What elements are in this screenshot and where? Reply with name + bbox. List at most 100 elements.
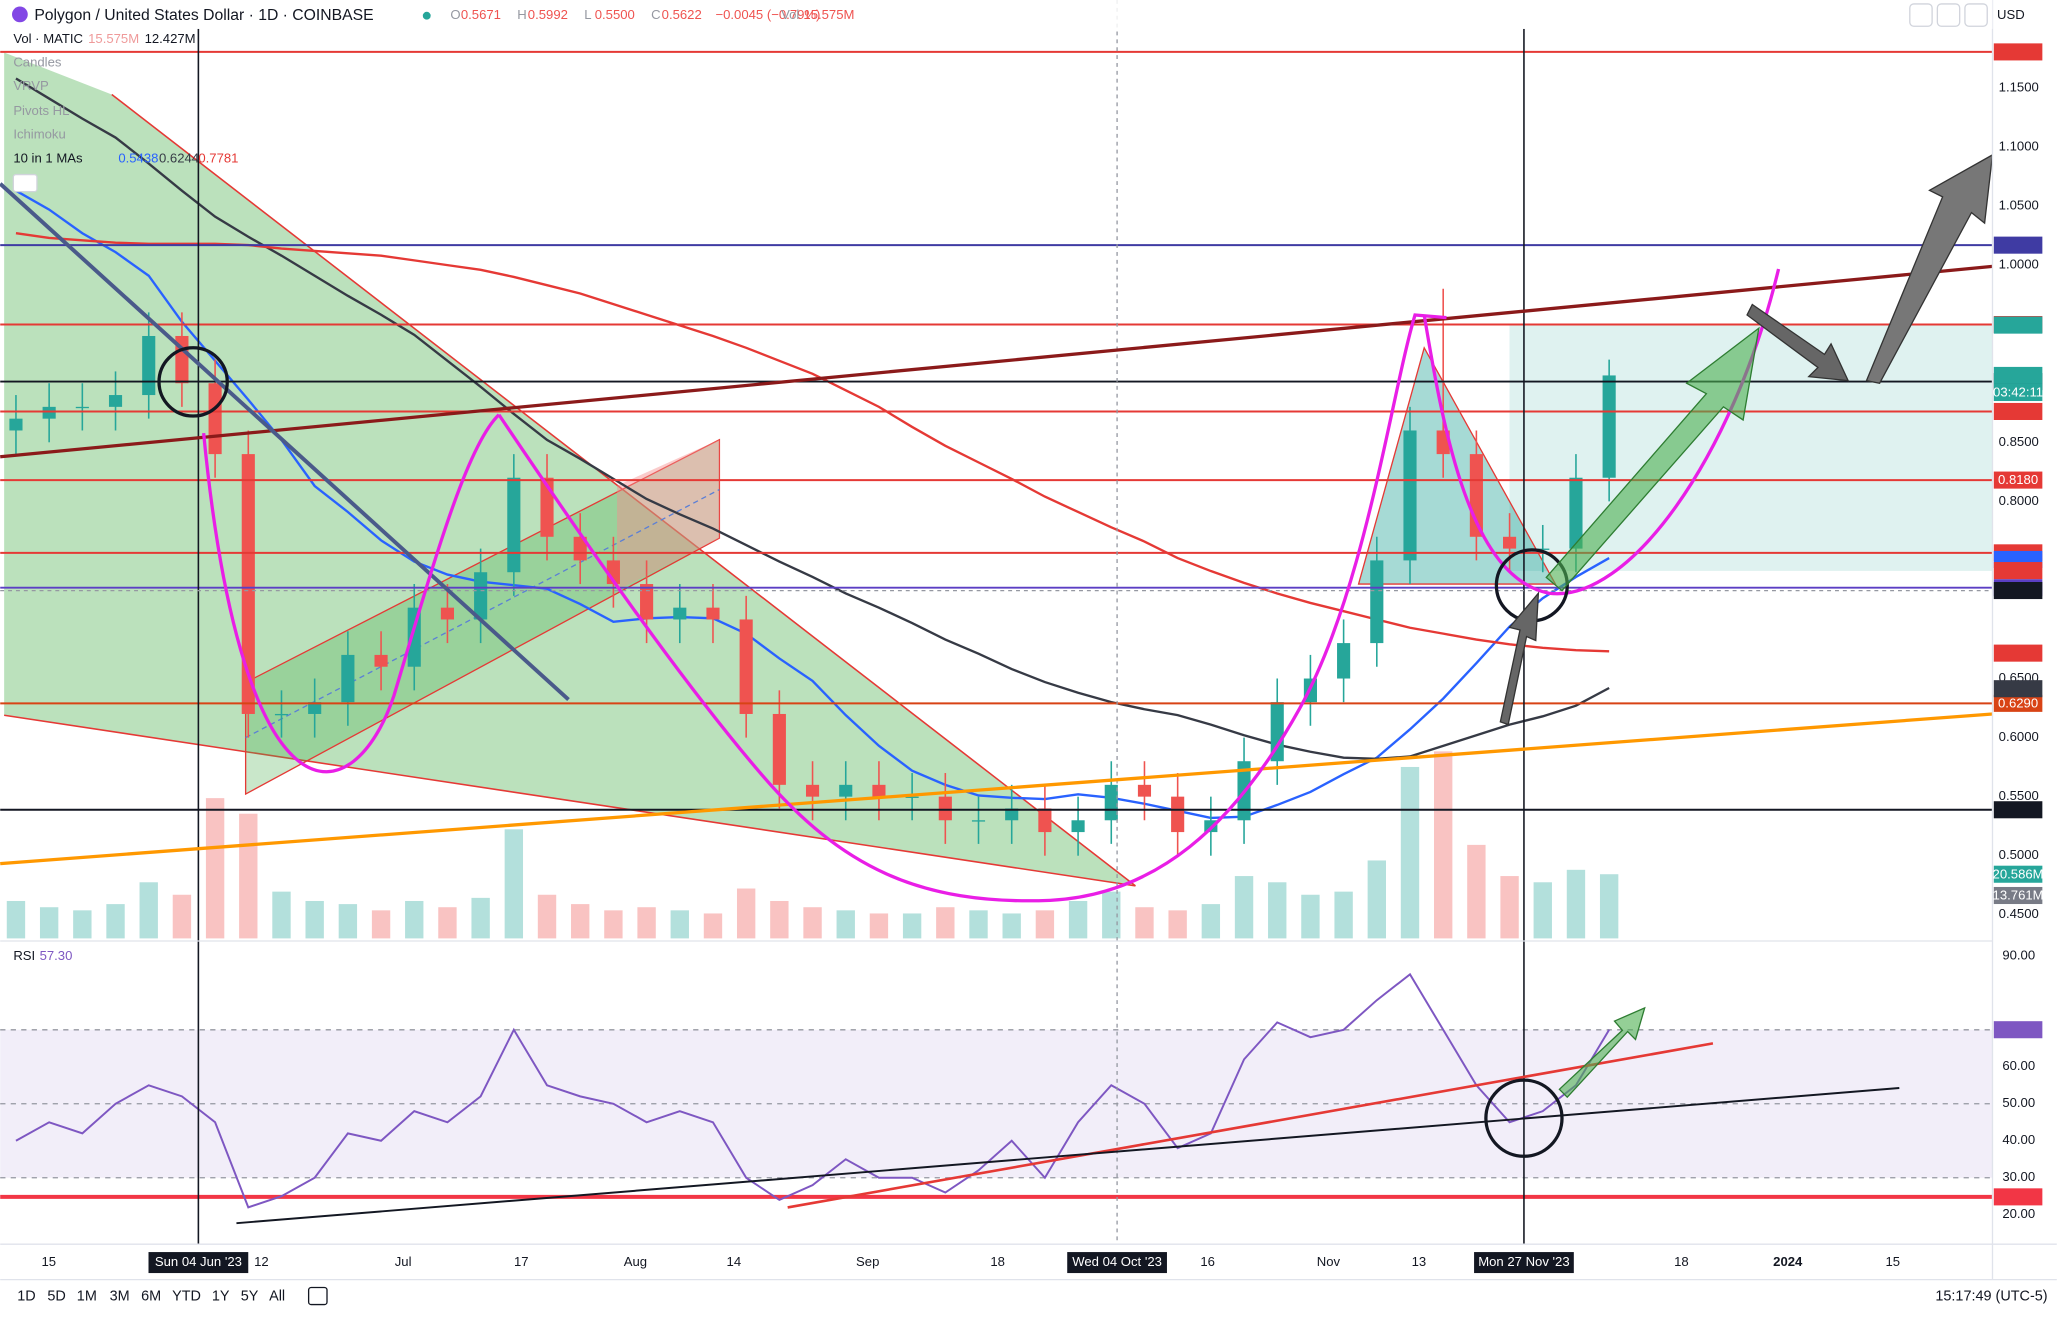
range-button[interactable]: 1M — [77, 1289, 97, 1305]
y-tick-label: 0.5500 — [1999, 788, 2039, 803]
hidden-indicator[interactable]: Candles — [13, 54, 62, 69]
y-tick-label: 1.1500 — [1999, 79, 2039, 94]
volume-bar — [1268, 882, 1287, 939]
hidden-indicator[interactable]: Pivots HL — [13, 103, 69, 118]
volume-bar — [1566, 869, 1586, 939]
resistance-trendline — [0, 264, 1993, 459]
ohlc-label: L — [584, 7, 591, 22]
candle-body — [1536, 548, 1550, 550]
legend-value: 0.6244 — [159, 150, 199, 165]
bottom-toolbar — [0, 1279, 2057, 1319]
range-button[interactable]: All — [269, 1289, 285, 1305]
moving-average — [15, 77, 1610, 761]
legend-value: 0.7781 — [198, 150, 238, 165]
volume-bar — [1135, 907, 1154, 939]
range-button[interactable]: 6M — [141, 1289, 161, 1305]
volume-bar — [902, 913, 922, 939]
currency[interactable]: USD — [1997, 7, 2025, 22]
hidden-indicator[interactable]: Ichimoku — [13, 127, 65, 142]
legend-title: 10 in 1 MAs — [13, 150, 83, 165]
price-badge — [1993, 644, 2043, 662]
volume-bar — [73, 910, 92, 939]
volume-bar — [1434, 751, 1453, 939]
change-value: −0.0045 (−0.79%) — [715, 7, 820, 22]
price-badge — [1993, 316, 2043, 334]
volume-bar — [371, 910, 391, 939]
rsi-tick-label: 50.00 — [2002, 1095, 2035, 1110]
volume-bar — [1400, 766, 1420, 939]
candle-body — [805, 784, 820, 797]
candle-body — [1602, 375, 1616, 478]
range-button[interactable]: 1Y — [212, 1289, 230, 1305]
volume-bar — [637, 907, 656, 939]
volume-bar — [1068, 900, 1088, 939]
candle-body — [839, 784, 853, 797]
candle-body — [1503, 536, 1517, 549]
volume-bar — [1002, 913, 1021, 939]
header-button[interactable] — [1964, 3, 1988, 27]
range-button[interactable]: 1D — [17, 1289, 35, 1305]
volume-bar — [1301, 894, 1320, 939]
volume-bar — [1334, 891, 1353, 939]
header-bar — [0, 0, 1993, 29]
hidden-indicator[interactable]: VRVP — [13, 78, 49, 93]
range-button[interactable]: 3M — [110, 1289, 130, 1305]
ohlc-value: 0.5500 — [595, 7, 635, 22]
wedge-upper-line — [111, 93, 1136, 887]
x-tick-label: Wed 04 Oct '23 — [1072, 1254, 1162, 1269]
ohlc-label: C — [651, 7, 660, 22]
candle-body — [241, 454, 255, 714]
volume-bar — [770, 900, 789, 939]
x-tick-label: 16 — [1200, 1254, 1215, 1269]
candle-body — [706, 607, 720, 620]
candle-body — [9, 418, 23, 431]
y-tick-label: 1.1000 — [1999, 138, 2039, 153]
legend-title: Vol · MATIC — [13, 31, 83, 46]
candle-body — [872, 784, 886, 797]
range-button[interactable]: YTD — [172, 1289, 201, 1305]
pattern-curve — [201, 413, 501, 774]
x-tick-label: 13 — [1412, 1254, 1427, 1269]
drawings — [0, 0, 1994, 1245]
volume-bar — [571, 904, 590, 939]
range-button[interactable]: 5Y — [241, 1289, 259, 1305]
volume-bar — [869, 913, 889, 939]
range-button[interactable]: 5D — [47, 1289, 65, 1305]
price-badge — [1993, 366, 2043, 384]
axis-layer: 1.15001.10001.05001.00000.85000.80000.65… — [17, 43, 2048, 1306]
symbol-title[interactable]: Polygon / United States Dollar · 1D · CO… — [34, 7, 373, 24]
ohlc-label: H — [517, 7, 526, 22]
volume-bar — [936, 907, 955, 939]
level-badge — [1993, 402, 2043, 420]
candle-body — [673, 607, 687, 620]
volume-bar — [1367, 860, 1386, 939]
candle-body — [274, 713, 289, 716]
candle-body — [1071, 820, 1085, 833]
volume-bar — [703, 913, 723, 939]
volume-bar — [1234, 876, 1254, 939]
y-tick-label: 1.0500 — [1999, 198, 2039, 213]
volume-bar — [272, 891, 291, 939]
volume-bar — [471, 897, 490, 939]
volume-bar — [1533, 882, 1552, 939]
level-badge — [1993, 236, 2043, 254]
x-tick-label: 18 — [1674, 1254, 1689, 1269]
candle-body — [1171, 796, 1185, 833]
rsi-tick-label: 30.00 — [2002, 1169, 2035, 1184]
collapse-legend[interactable] — [12, 173, 38, 193]
clock: 15:17:49 (UTC-5) — [1935, 1289, 2047, 1305]
volume-badge — [1993, 865, 2043, 883]
rsi-support-line — [236, 1087, 1900, 1225]
volume-bar — [1599, 874, 1619, 939]
level-badge-label: 0.6290 — [1998, 695, 2038, 710]
highlight-circle — [157, 346, 229, 418]
ohlc-value: 0.5671 — [461, 7, 501, 22]
price-badge — [1993, 562, 2043, 580]
bull-arrow — [1545, 326, 1760, 592]
volume-bar — [1500, 876, 1519, 939]
x-tick-label: 18 — [990, 1254, 1005, 1269]
date-range-button[interactable] — [307, 1286, 328, 1306]
header-button[interactable] — [1936, 3, 1961, 27]
header-button[interactable] — [1909, 3, 1933, 27]
